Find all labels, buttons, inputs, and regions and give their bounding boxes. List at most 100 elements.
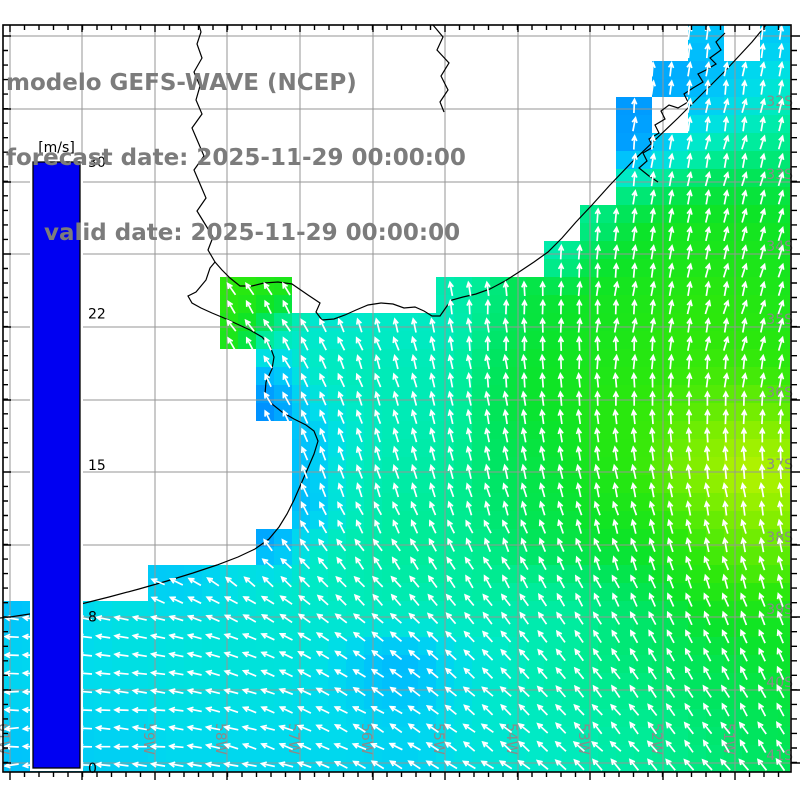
field-cell bbox=[670, 61, 688, 79]
field-cell bbox=[652, 475, 670, 493]
field-cell bbox=[652, 457, 670, 475]
field-cell bbox=[4, 727, 22, 745]
field-cell bbox=[598, 439, 616, 457]
field-cell bbox=[490, 403, 508, 421]
field-cell bbox=[148, 709, 166, 727]
field-cell bbox=[634, 565, 652, 583]
field-cell bbox=[310, 349, 328, 367]
field-cell bbox=[526, 421, 544, 439]
field-cell bbox=[382, 673, 400, 691]
field-cell bbox=[292, 673, 310, 691]
field-cell bbox=[670, 565, 688, 583]
field-cell bbox=[184, 655, 202, 673]
field-cell bbox=[778, 619, 790, 637]
field-cell bbox=[616, 187, 634, 205]
field-cell bbox=[418, 565, 436, 583]
field-cell bbox=[292, 511, 310, 529]
field-cell bbox=[400, 709, 418, 727]
field-cell bbox=[760, 439, 778, 457]
field-cell bbox=[472, 601, 490, 619]
field-cell bbox=[688, 205, 706, 223]
field-cell bbox=[670, 529, 688, 547]
field-cell bbox=[742, 457, 760, 475]
field-cell bbox=[310, 601, 328, 619]
field-cell bbox=[688, 115, 706, 133]
field-cell bbox=[220, 727, 238, 745]
field-cell bbox=[616, 385, 634, 403]
field-cell bbox=[562, 457, 580, 475]
field-cell bbox=[508, 331, 526, 349]
field-cell bbox=[634, 457, 652, 475]
field-cell bbox=[706, 421, 724, 439]
field-cell bbox=[148, 655, 166, 673]
field-cell bbox=[706, 367, 724, 385]
field-cell bbox=[724, 331, 742, 349]
field-cell bbox=[724, 511, 742, 529]
field-cell bbox=[742, 295, 760, 313]
field-cell bbox=[382, 763, 400, 772]
field-cell bbox=[292, 691, 310, 709]
field-cell bbox=[724, 259, 742, 277]
field-cell bbox=[454, 691, 472, 709]
field-cell bbox=[490, 385, 508, 403]
field-cell bbox=[346, 583, 364, 601]
field-cell bbox=[490, 673, 508, 691]
field-cell bbox=[220, 673, 238, 691]
field-cell bbox=[562, 493, 580, 511]
field-cell bbox=[706, 673, 724, 691]
field-cell bbox=[490, 709, 508, 727]
field-cell bbox=[598, 421, 616, 439]
field-cell bbox=[544, 529, 562, 547]
field-cell bbox=[616, 133, 634, 151]
field-cell bbox=[130, 709, 148, 727]
field-cell bbox=[202, 637, 220, 655]
field-cell bbox=[490, 745, 508, 763]
field-cell bbox=[580, 727, 598, 745]
field-cell bbox=[562, 511, 580, 529]
field-cell bbox=[418, 601, 436, 619]
colorbar-tick-label: 0 bbox=[88, 761, 97, 777]
field-cell bbox=[292, 745, 310, 763]
field-cell bbox=[616, 637, 634, 655]
field-cell bbox=[670, 151, 688, 169]
lat-label: 35S bbox=[766, 312, 793, 328]
field-cell bbox=[580, 457, 598, 475]
field-cell bbox=[706, 169, 724, 187]
field-cell bbox=[652, 709, 670, 727]
field-cell bbox=[634, 655, 652, 673]
field-cell bbox=[706, 457, 724, 475]
field-cell bbox=[562, 583, 580, 601]
field-cell bbox=[472, 655, 490, 673]
field-cell bbox=[526, 295, 544, 313]
field-cell bbox=[616, 439, 634, 457]
field-cell bbox=[634, 601, 652, 619]
field-cell bbox=[598, 457, 616, 475]
field-cell bbox=[418, 709, 436, 727]
field-cell bbox=[328, 601, 346, 619]
field-cell bbox=[616, 745, 634, 763]
field-cell bbox=[706, 385, 724, 403]
field-cell bbox=[634, 583, 652, 601]
field-cell bbox=[202, 691, 220, 709]
field-cell bbox=[346, 349, 364, 367]
field-cell bbox=[598, 385, 616, 403]
coastline bbox=[0, 24, 767, 619]
field-cell bbox=[292, 727, 310, 745]
field-cell bbox=[274, 637, 292, 655]
field-cell bbox=[112, 601, 130, 619]
title-forecast-line: forecast date: 2025-11-29 00:00:00 bbox=[6, 145, 466, 171]
field-cell bbox=[688, 619, 706, 637]
field-cell bbox=[220, 655, 238, 673]
field-cell bbox=[454, 403, 472, 421]
field-cell bbox=[598, 475, 616, 493]
field-cell bbox=[94, 745, 112, 763]
field-cell bbox=[490, 619, 508, 637]
field-cell bbox=[112, 655, 130, 673]
field-cell bbox=[634, 421, 652, 439]
field-cell bbox=[94, 691, 112, 709]
field-cell bbox=[544, 277, 562, 295]
field-cell bbox=[652, 673, 670, 691]
field-cell bbox=[130, 745, 148, 763]
field-cell bbox=[616, 115, 634, 133]
field-cell bbox=[148, 727, 166, 745]
